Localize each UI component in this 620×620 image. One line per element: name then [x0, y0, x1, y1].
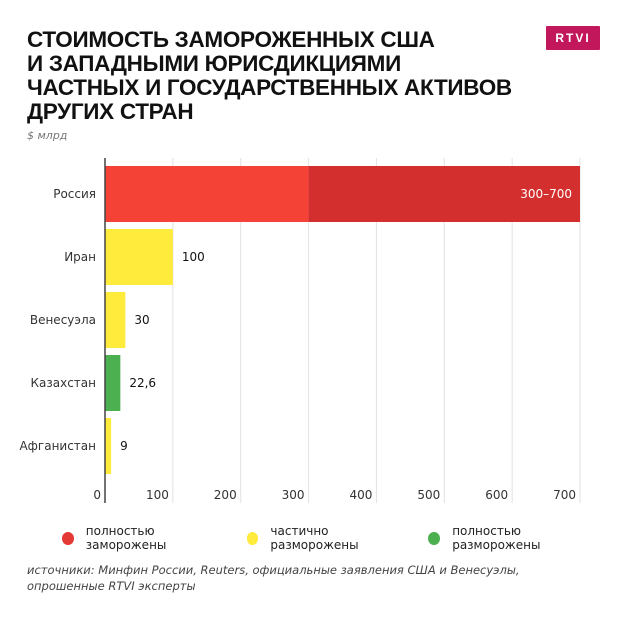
legend-label: частично разморожены [270, 524, 359, 552]
legend-item: полностью заморожены [62, 524, 225, 552]
bar [105, 292, 126, 348]
x-tick-label: 0 [93, 488, 101, 502]
sources-note: источники: Минфин России, Reuters, офици… [27, 562, 520, 594]
category-label: Казахстан [31, 376, 97, 390]
category-label: Иран [64, 250, 96, 264]
legend-dot-icon [62, 531, 74, 545]
title-line: И ЗАПАДНЫМИ ЮРИСДИКЦИЯМИ [27, 51, 401, 76]
x-tick-label: 600 [485, 488, 508, 502]
bar-russia-range [308, 166, 580, 222]
bar [105, 418, 112, 474]
bar [105, 355, 121, 411]
bar-russia-base [105, 166, 309, 222]
unit-label: $ млрд [27, 129, 68, 142]
category-label: Россия [53, 187, 96, 201]
legend-label: полностью заморожены [85, 524, 167, 552]
sources-line: опрошенные RTVI эксперты [27, 579, 196, 593]
legend-label: полностью разморожены [452, 524, 541, 552]
x-tick-label: 700 [553, 488, 576, 502]
legend-dot-icon [246, 531, 259, 545]
legend-item: полностью разморожены [428, 524, 598, 552]
legend-dot-icon [428, 531, 441, 545]
x-tick-label: 200 [214, 488, 237, 502]
legend: полностью заморожены частично разморожен… [62, 524, 620, 552]
category-label: Венесуэла [30, 313, 96, 327]
bar-chart: 0 100 200 300 400 500 600 700 Россия 300–700 Иран 1… [19, 158, 581, 503]
data-label: 30 [134, 313, 149, 327]
rtvi-logo: RTVI [546, 26, 600, 50]
x-tick-label: 400 [350, 488, 373, 502]
sources-line: источники: Минфин России, Reuters, офици… [27, 563, 520, 577]
data-label: 22,6 [129, 376, 156, 390]
chart-title: СТОИМОСТЬ ЗАМОРОЖЕННЫХ США И ЗАПАДНЫМИ Ю… [27, 28, 527, 124]
data-label: 300–700 [520, 187, 572, 201]
data-label: 100 [182, 250, 205, 264]
title-line: ЧАСТНЫХ И ГОСУДАРСТВЕННЫХ АКТИВОВ [27, 75, 512, 100]
category-label: Афганистан [19, 439, 96, 453]
x-tick-label: 100 [146, 488, 169, 502]
title-line: ДРУГИХ СТРАН [27, 99, 194, 124]
x-tick-label: 500 [417, 488, 440, 502]
title-line: СТОИМОСТЬ ЗАМОРОЖЕННЫХ США [27, 27, 435, 52]
data-label: 9 [120, 439, 128, 453]
legend-item: частично разморожены [246, 524, 407, 552]
x-tick-label: 300 [282, 488, 305, 502]
bar [105, 229, 173, 285]
